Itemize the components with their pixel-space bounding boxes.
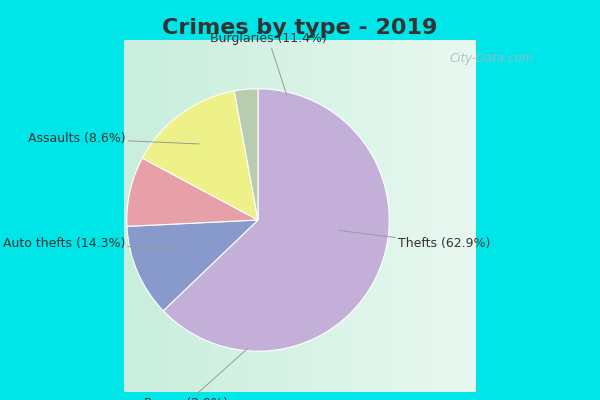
Wedge shape (234, 89, 258, 220)
Wedge shape (127, 220, 258, 311)
Wedge shape (127, 158, 258, 226)
Wedge shape (163, 89, 389, 351)
Text: Auto thefts (14.3%): Auto thefts (14.3%) (2, 237, 176, 250)
Text: Thefts (62.9%): Thefts (62.9%) (340, 230, 490, 250)
Wedge shape (142, 91, 258, 220)
Text: Crimes by type - 2019: Crimes by type - 2019 (163, 18, 437, 38)
Text: Burglaries (11.4%): Burglaries (11.4%) (210, 32, 327, 95)
Text: Assaults (8.6%): Assaults (8.6%) (28, 132, 199, 145)
Text: Rapes (2.9%): Rapes (2.9%) (144, 348, 248, 400)
Text: City-Data.com: City-Data.com (450, 52, 534, 65)
